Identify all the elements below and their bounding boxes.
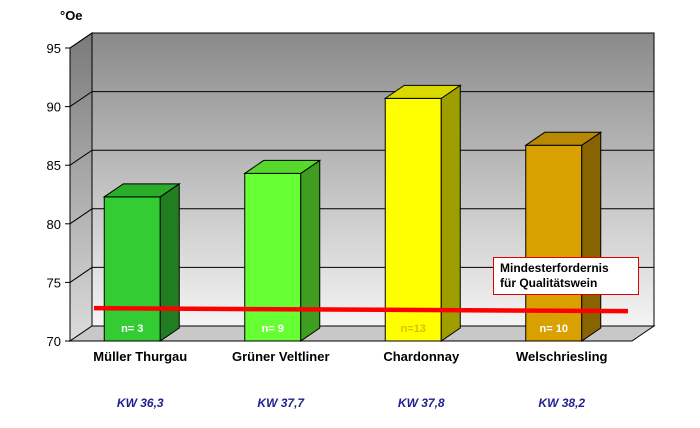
x-category-label: Chardonnay: [383, 349, 460, 364]
side-wall: [69, 32, 93, 342]
y-tick-label: 75: [47, 275, 61, 290]
x-category-label: Grüner Veltliner: [232, 349, 330, 364]
sample-size-label: n= 3: [121, 323, 143, 335]
gridline: [69, 149, 654, 166]
bar-side: [300, 159, 321, 342]
sample-size-label: n= 9: [262, 323, 284, 335]
x-category-label: Welschriesling: [516, 349, 608, 364]
y-tick-label: 70: [47, 334, 61, 349]
bar-side: [159, 182, 180, 342]
gridline: [69, 208, 654, 225]
gridline: [69, 32, 654, 49]
bar: [383, 84, 462, 342]
threshold-line-group: [93, 305, 629, 314]
y-tick-label: 95: [47, 41, 61, 56]
bar-top: [102, 183, 181, 198]
bar-side: [440, 84, 461, 342]
bar-front: [244, 172, 302, 342]
kw-label: KW 37,7: [257, 396, 305, 410]
bar-top: [243, 159, 322, 174]
y-tick-label: 90: [47, 100, 61, 115]
bar-front: [384, 97, 442, 342]
y-unit-label: °Oe: [60, 8, 83, 23]
bar-front: [525, 144, 583, 342]
gridline: [69, 91, 654, 108]
y-tick-label: 85: [47, 158, 61, 173]
threshold-annotation: Mindesterfordernis für Qualitätswein: [493, 257, 639, 295]
threshold-line: [93, 305, 629, 314]
sample-size-label: n=13: [401, 323, 426, 335]
threshold-annotation-line2: für Qualitätswein: [500, 276, 598, 290]
x-category-label: Müller Thurgau: [93, 349, 187, 364]
kw-label: KW 38,2: [538, 396, 585, 410]
sample-size-label: n= 10: [540, 323, 568, 335]
bar: [524, 131, 603, 342]
labels: n= 3 Müller Thurgau KW 36,3 n= 9 Grüner Velt…: [93, 323, 607, 410]
bar-top: [524, 131, 603, 146]
gridline: [69, 266, 654, 283]
bars: [102, 84, 603, 342]
grid-lines: [69, 32, 654, 283]
bar-top: [383, 84, 462, 99]
threshold-annotation-line1: Mindesterfordernis: [500, 261, 609, 275]
bar: [102, 182, 181, 342]
kw-label: KW 37,8: [398, 396, 445, 410]
y-tick-label: 80: [47, 217, 61, 232]
bar-front: [103, 196, 161, 342]
kw-label: KW 36,3: [117, 396, 164, 410]
bar: [243, 159, 322, 342]
